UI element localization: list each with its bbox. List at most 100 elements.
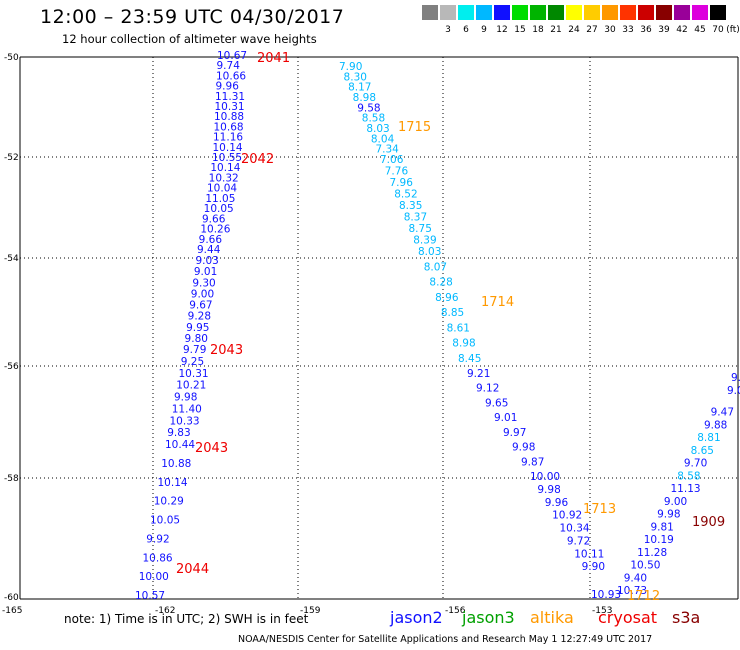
legend-label: 36: [640, 25, 652, 35]
legend-unit: (ft): [726, 25, 740, 35]
track-b-wave-height: 8.17: [348, 82, 371, 94]
track-a-wave-height: 10.44: [165, 439, 195, 451]
track-a-wave-height: 10.31: [179, 368, 209, 380]
legend-label: 12: [496, 25, 508, 35]
track-a-wave-height: 10.32: [209, 172, 239, 184]
track-a-wave-height: 10.88: [214, 111, 244, 123]
track-a-wave-height: 9.83: [167, 427, 190, 439]
legend-label: 6: [463, 25, 469, 35]
satellite-name: s3a: [672, 608, 701, 627]
track-a-wave-height: 10.14: [213, 142, 243, 154]
track-b-wave-height: 9.97: [503, 427, 526, 439]
track-b-wave-height: 9.12: [476, 383, 499, 395]
satellite-name: jason3: [462, 608, 515, 627]
track-b-wave-height: 7.90: [339, 61, 362, 73]
track-a-wave-height: 9.03: [195, 255, 218, 267]
legend-swatch: [692, 5, 708, 20]
track-c-wave-height: 8.81: [697, 432, 720, 444]
track-c-wave-height: 11.28: [637, 547, 667, 559]
track-b-wave-height: 8.61: [447, 322, 470, 334]
track-c-wave-height: 10.50: [630, 560, 660, 572]
legend-swatch: [674, 5, 690, 20]
track-a-wave-height: 9.66: [199, 234, 223, 246]
track-a-wave-height: 10.14: [210, 162, 240, 174]
pass-time-label: 1712: [627, 589, 660, 604]
track-b-wave-height: 8.03: [418, 246, 441, 258]
track-b-wave-height: 8.35: [399, 200, 422, 212]
axis-labels: -50-52-54-56-58-60-165-162-159-156-153-1…: [2, 53, 612, 616]
legend-label: 45: [694, 25, 706, 35]
pass-time-label: 2042: [241, 152, 274, 167]
track-a-wave-height: 9.79: [183, 344, 206, 356]
track-a-wave-height: 10.33: [170, 415, 200, 427]
track-a-wave-height: 10.66: [216, 70, 246, 82]
legend-swatch: [656, 5, 672, 20]
page-title: 12:00 – 23:59 UTC 04/30/2017: [40, 6, 345, 28]
track-c-wave-height: 10.19: [644, 534, 674, 546]
track-b-wave-height: 8.30: [344, 71, 367, 83]
track-a-wave-height: 9.92: [146, 533, 169, 545]
track-c-wave-height: 9.40: [624, 572, 647, 584]
track-a-wave-height: 10.04: [207, 183, 237, 195]
track-b-wave-height: 7.06: [380, 154, 404, 166]
track-b-wave-height: 8.04: [371, 133, 395, 145]
track-a-wave-height: 9.30: [192, 277, 215, 289]
legend-swatch: [476, 5, 492, 20]
track-b-wave-height: 8.96: [435, 292, 459, 304]
latitude-label: -52: [4, 153, 19, 163]
legend-swatch: [710, 5, 726, 20]
track-a-wave-height: 9.44: [197, 244, 221, 256]
legend-label: 33: [622, 25, 634, 35]
latitude-label: -54: [4, 254, 19, 264]
track-c-wave-height: 9.00: [664, 496, 687, 508]
track-b-wave-height: 8.52: [394, 189, 417, 201]
legend-swatch: [530, 5, 546, 20]
track-b-wave-height: 10.34: [560, 523, 590, 535]
legend-swatch: [548, 5, 564, 20]
longitude-label: -156: [445, 606, 466, 616]
longitude-label: -162: [155, 606, 175, 616]
legend-label: 9: [481, 25, 487, 35]
track-a-wave-height: 10.31: [215, 101, 245, 113]
track-b-wave-height: 8.37: [404, 212, 427, 224]
track-a-wave-height: 9.67: [189, 300, 212, 312]
legend-swatch: [566, 5, 582, 20]
track-b-wave-height: 8.58: [362, 113, 385, 125]
longitude-label: -159: [300, 606, 321, 616]
track-a-wave-height: 11.16: [213, 132, 243, 144]
track-a-wave-height: 9.80: [185, 333, 208, 345]
track-b-wave-height: 8.85: [441, 307, 464, 319]
legend-label: 39: [658, 25, 670, 35]
track-b-wave-height: 7.34: [375, 144, 399, 156]
track-b-wave-height: 9.98: [512, 442, 535, 454]
track-c-wave-height: 9.47: [711, 407, 734, 419]
credit-line: NOAA/NESDIS Center for Satellite Applica…: [238, 634, 653, 645]
track-a-wave-height: 10.00: [139, 571, 169, 583]
track-a-wave-height: 10.55: [212, 152, 242, 164]
track-b-wave-height: 10.93: [591, 589, 621, 601]
legend-swatch: [620, 5, 636, 20]
track-b-wave-height: 8.07: [424, 261, 447, 273]
latitude-label: -50: [4, 53, 19, 63]
track-b-wave-height: 7.96: [390, 177, 414, 189]
legend-swatch: [584, 5, 600, 20]
track-a-wave-height: 10.05: [204, 203, 234, 215]
track-a-wave-height: 9.74: [217, 60, 241, 72]
track-c-wave-height: 8.58: [677, 470, 700, 482]
latitude-label: -60: [4, 593, 19, 603]
track-b-wave-height: 9.21: [467, 368, 490, 380]
track-b-wave-height: 9.65: [485, 397, 508, 409]
track-a-wave-height: 10.29: [154, 496, 184, 508]
legend-swatch: [602, 5, 618, 20]
track-b-wave-height: 8.45: [458, 353, 481, 365]
track-a-wave-height: 10.26: [200, 224, 230, 236]
track-c-wave-height: 9.70: [684, 458, 707, 470]
pass-time-label: 2043: [210, 343, 243, 358]
legend-swatch: [512, 5, 528, 20]
track-a-wave-height: 9.66: [202, 213, 226, 225]
track-a-wave-height: 9.98: [174, 392, 197, 404]
track-a-wave-height: 9.95: [186, 322, 209, 334]
legend-label: 42: [676, 25, 688, 35]
track-a-wave-height: 10.14: [158, 477, 188, 489]
